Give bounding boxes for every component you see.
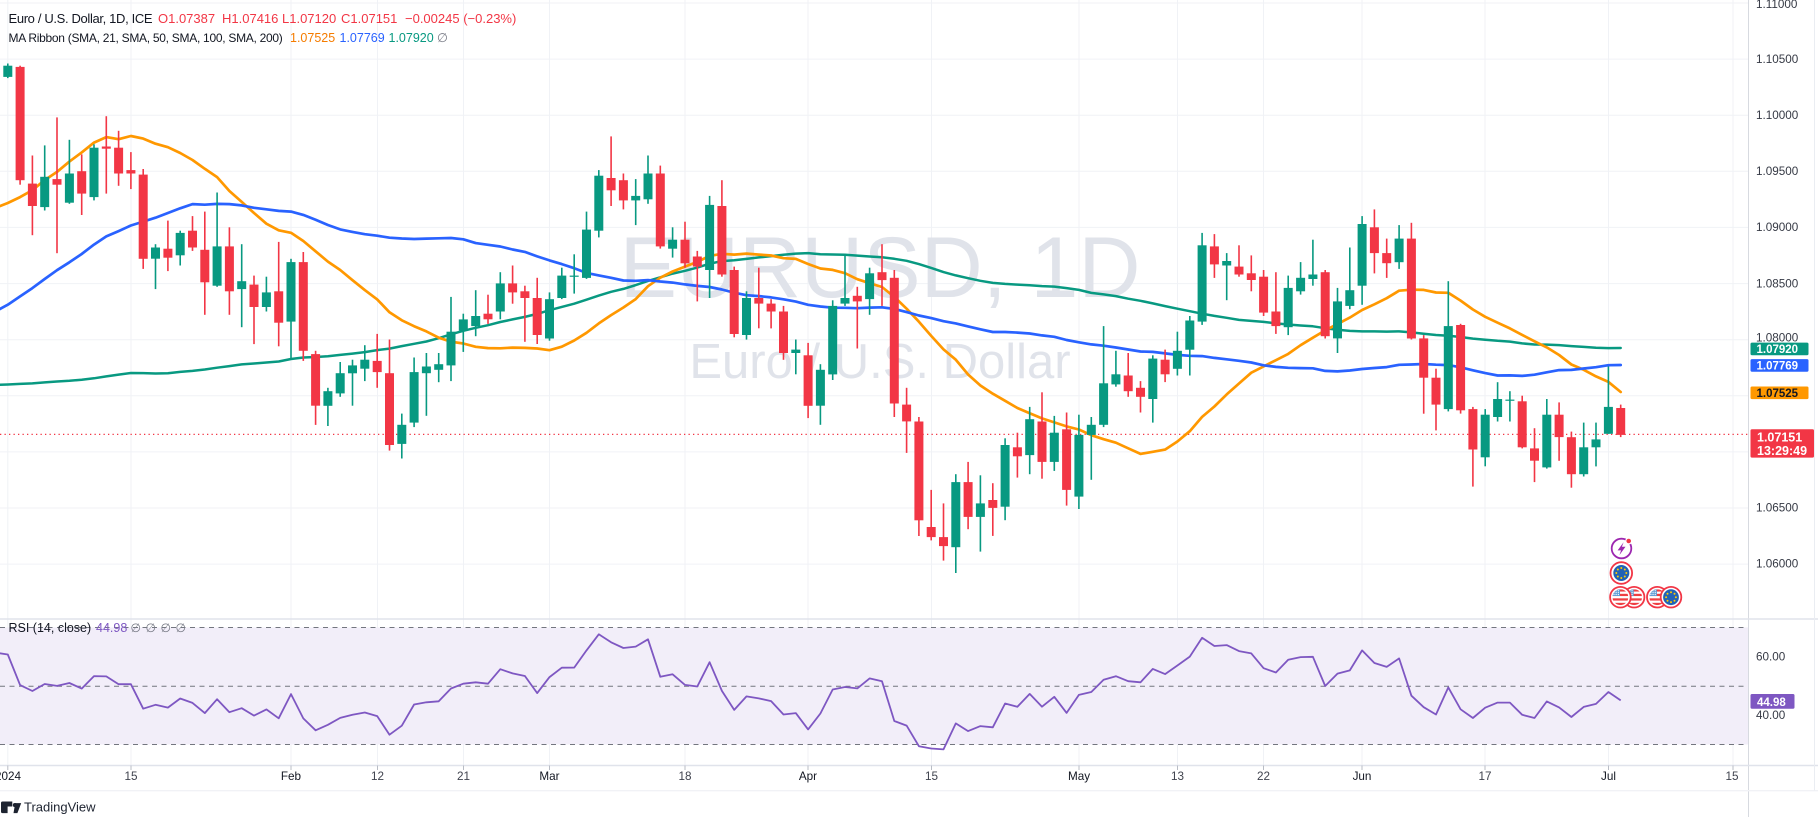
svg-text:∅: ∅ <box>146 621 156 635</box>
svg-text:1.07151: 1.07151 <box>1757 431 1802 445</box>
svg-text:MA Ribbon (SMA, 21, SMA, 50, S: MA Ribbon (SMA, 21, SMA, 50, SMA, 100, S… <box>9 31 283 45</box>
svg-text:TradingView: TradingView <box>24 800 96 815</box>
svg-text:C1.07151: C1.07151 <box>341 11 397 26</box>
svg-text:40.00: 40.00 <box>1756 709 1786 722</box>
svg-text:1.07769: 1.07769 <box>340 31 385 45</box>
svg-text:∅: ∅ <box>176 621 186 635</box>
svg-text:15: 15 <box>925 770 939 783</box>
svg-text:L1.07120: L1.07120 <box>282 11 336 26</box>
svg-text:Euro / U.S. Dollar: Euro / U.S. Dollar <box>689 335 1070 389</box>
svg-text:Jul: Jul <box>1601 770 1616 783</box>
svg-text:60.00: 60.00 <box>1756 651 1786 664</box>
svg-text:1.07920: 1.07920 <box>389 31 434 45</box>
svg-text:44.98: 44.98 <box>1757 697 1786 709</box>
svg-text:17: 17 <box>1478 770 1491 783</box>
svg-text:15: 15 <box>124 770 138 783</box>
svg-text:RSI (14, close): RSI (14, close) <box>9 621 92 635</box>
svg-text:13: 13 <box>1171 770 1184 783</box>
svg-text:1.11000: 1.11000 <box>1756 0 1798 11</box>
svg-text:12: 12 <box>371 770 384 783</box>
svg-text:15: 15 <box>1725 770 1739 783</box>
svg-text:Mar: Mar <box>539 770 559 783</box>
svg-text:H1.07416: H1.07416 <box>222 11 278 26</box>
svg-text:1.08500: 1.08500 <box>1756 278 1799 291</box>
svg-text:1.07525: 1.07525 <box>1757 388 1799 400</box>
svg-text:∅: ∅ <box>161 621 171 635</box>
svg-text:44.98: 44.98 <box>96 621 127 635</box>
svg-text:Jun: Jun <box>1353 770 1372 783</box>
svg-text:May: May <box>1068 770 1090 783</box>
svg-text:Euro / U.S. Dollar, 1D, ICE: Euro / U.S. Dollar, 1D, ICE <box>9 11 153 26</box>
svg-text:∅: ∅ <box>131 621 141 635</box>
svg-text:2024: 2024 <box>0 770 21 783</box>
svg-text:22: 22 <box>1257 770 1270 783</box>
svg-text:1.08000: 1.08000 <box>1756 332 1799 345</box>
svg-text:1.06000: 1.06000 <box>1756 558 1799 571</box>
svg-text:Feb: Feb <box>281 770 302 783</box>
svg-text:1.10500: 1.10500 <box>1756 53 1799 66</box>
svg-text:1.09500: 1.09500 <box>1756 165 1799 178</box>
svg-text:13:29:49: 13:29:49 <box>1757 444 1807 458</box>
svg-text:Apr: Apr <box>799 770 817 783</box>
svg-text:1.07769: 1.07769 <box>1757 360 1799 372</box>
svg-text:18: 18 <box>678 770 691 783</box>
svg-text:21: 21 <box>457 770 470 783</box>
svg-text:1.06500: 1.06500 <box>1756 502 1799 515</box>
svg-text:∅: ∅ <box>437 31 448 45</box>
svg-text:1.09000: 1.09000 <box>1756 221 1799 234</box>
svg-text:−0.00245 (−0.23%): −0.00245 (−0.23%) <box>405 11 516 26</box>
svg-text:1.07920: 1.07920 <box>1757 344 1799 356</box>
svg-text:O1.07387: O1.07387 <box>158 11 215 26</box>
svg-text:1.07525: 1.07525 <box>290 31 335 45</box>
svg-text:1.10000: 1.10000 <box>1756 109 1799 122</box>
